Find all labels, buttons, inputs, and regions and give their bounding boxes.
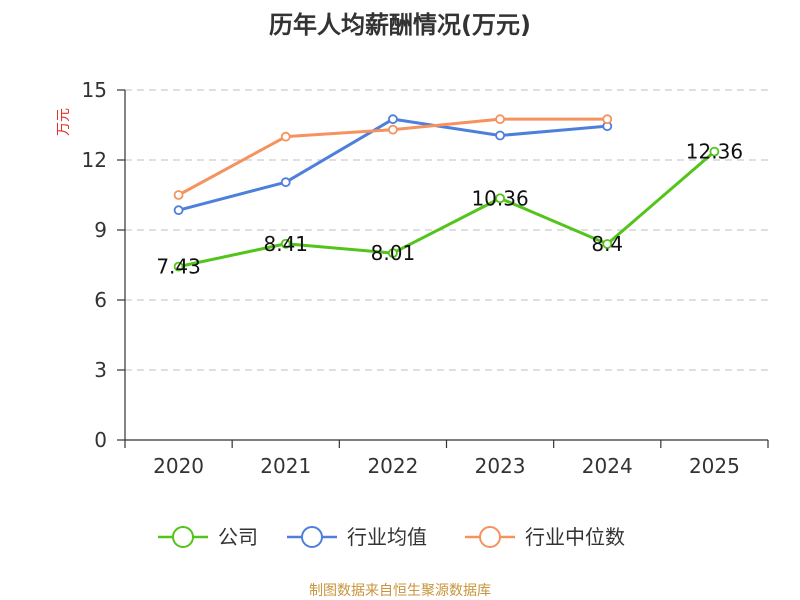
legend-swatch-marker: [479, 526, 501, 548]
x-tick-label: 2024: [582, 454, 633, 478]
data-label: 8.01: [371, 241, 416, 265]
data-point: [388, 114, 398, 125]
data-point: [280, 177, 291, 188]
data-point: [173, 261, 184, 272]
data-label: 8.4: [591, 232, 623, 256]
legend-label: 行业均值: [347, 525, 427, 549]
data-point: [388, 124, 398, 135]
data-point: [495, 130, 505, 141]
data-label: 7.43: [156, 255, 201, 279]
y-tick-label: 0: [94, 428, 107, 452]
legend-label: 行业中位数: [525, 525, 625, 549]
axes: 0 3 6 9 12 15 2020 2021 2022 2023 2024 2025: [82, 78, 769, 478]
legend-item: 行业均值: [287, 525, 427, 549]
data-label: 10.36: [471, 186, 528, 210]
y-tick-label: 9: [94, 218, 107, 242]
legend-item: 行业中位数: [465, 525, 625, 549]
x-tick-label: 2021: [260, 454, 311, 478]
data-point: [173, 190, 184, 200]
data-point: [173, 205, 184, 216]
gridlines: [125, 89, 768, 371]
data-label: 8.41: [263, 232, 308, 256]
y-tick-label: 15: [82, 78, 107, 102]
chart-title: 历年人均薪酬情况(万元): [269, 11, 531, 39]
data-point: [280, 238, 291, 249]
data-point: [709, 146, 720, 157]
x-tick-label: 2025: [689, 454, 740, 478]
data-point: [495, 193, 505, 204]
legend-label: 公司: [218, 525, 258, 549]
x-tick-label: 2020: [153, 454, 204, 478]
y-axis-label: 万元: [56, 108, 72, 136]
legend: 公司 行业均值 行业中位数: [158, 525, 625, 549]
x-tick-label: 2023: [475, 454, 526, 478]
data-point: [388, 248, 398, 259]
y-tick-label: 12: [82, 148, 107, 172]
y-tick-label: 6: [94, 288, 107, 312]
x-tick-label: 2022: [367, 454, 418, 478]
data-point: [602, 114, 613, 125]
data-labels: 7.43 8.41 8.01 10.36 8.4 12.36: [156, 140, 743, 279]
data-point: [602, 239, 613, 249]
legend-item: 公司: [158, 525, 258, 549]
series-lines: [173, 114, 720, 272]
legend-swatch-marker: [172, 526, 194, 548]
data-label: 12.36: [686, 140, 743, 164]
data-point: [495, 114, 505, 125]
data-point: [280, 131, 291, 142]
series-line-0: [177, 150, 716, 269]
source-note: 制图数据来自恒生聚源数据库: [309, 583, 491, 599]
legend-swatch-marker: [301, 526, 323, 548]
y-tick-label: 3: [94, 358, 107, 382]
